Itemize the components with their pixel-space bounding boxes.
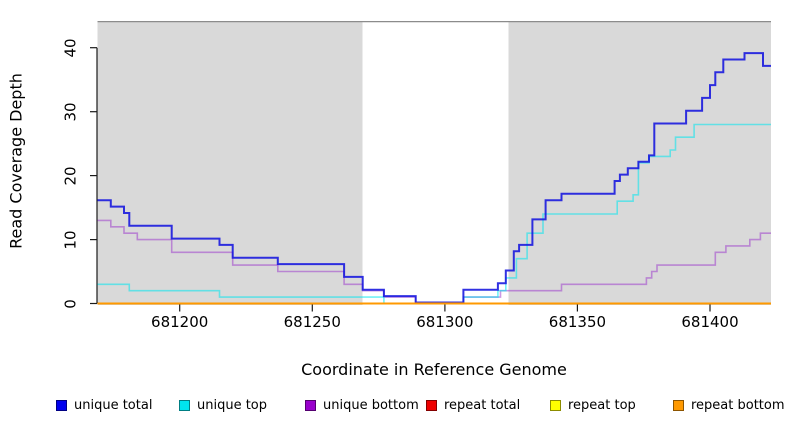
y-tick-label: 30: [61, 102, 80, 122]
y-tick-label: 0: [61, 298, 80, 309]
y-axis-title: Read Coverage Depth: [6, 73, 26, 249]
y-tick-label: 10: [61, 230, 80, 250]
x-tick-label: 681300: [416, 313, 474, 331]
x-tick-label: 681200: [151, 313, 209, 331]
series-unique-top-line: [97, 123, 771, 305]
y-tick-label: 40: [61, 38, 80, 58]
x-axis-title: Coordinate in Reference Genome: [301, 360, 567, 379]
x-tick-label: 681400: [681, 313, 739, 331]
x-tick-label: 681250: [283, 313, 341, 331]
x-tick-label: 681350: [548, 313, 607, 331]
series-unique-total-line: [97, 52, 771, 304]
y-tick-label: 20: [61, 166, 80, 186]
gap-region: [362, 22, 509, 305]
